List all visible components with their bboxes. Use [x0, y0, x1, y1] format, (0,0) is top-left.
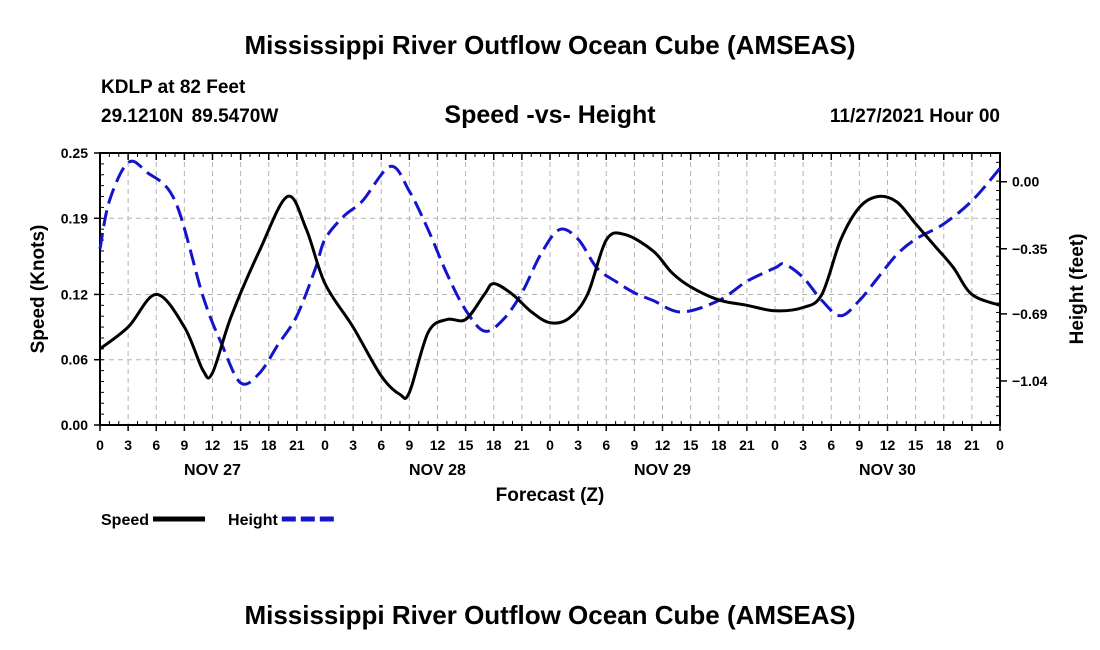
right-axis-tick-label: 0.00	[1012, 174, 1039, 190]
x-axis-tick-label: 6	[602, 437, 610, 453]
x-axis-tick-label: 21	[964, 437, 980, 453]
x-axis-tick-label: 18	[711, 437, 727, 453]
station-label: KDLP at 82 Feet	[101, 77, 246, 98]
x-axis-tick-label: 3	[349, 437, 357, 453]
x-axis-day-label: NOV 28	[409, 462, 466, 479]
right-axis-tick-label: −0.35	[1012, 241, 1048, 257]
x-axis-day-label: NOV 30	[859, 462, 916, 479]
left-axis-tick-label: 0.25	[61, 145, 88, 161]
x-axis-tick-label: 12	[880, 437, 896, 453]
plot-frame	[99, 152, 1001, 426]
x-axis-tick-label: 15	[458, 437, 474, 453]
x-axis-title: Forecast (Z)	[496, 485, 605, 506]
x-axis-day-label: NOV 29	[634, 462, 691, 479]
datetime-label: 11/27/2021 Hour 00	[829, 106, 1000, 127]
x-axis-tick-label: 3	[124, 437, 132, 453]
x-axis-tick-label: 15	[233, 437, 249, 453]
x-axis-tick-label: 6	[152, 437, 160, 453]
x-axis-tick-label: 12	[430, 437, 446, 453]
x-axis-tick-label: 12	[655, 437, 671, 453]
x-axis-tick-label: 0	[996, 437, 1004, 453]
x-axis-tick-label: 0	[771, 437, 779, 453]
x-axis-tick-label: 3	[799, 437, 807, 453]
right-axis-title: Height (feet)	[1067, 234, 1088, 345]
x-axis-day-label: NOV 27	[184, 462, 241, 479]
right-axis-tick-label: −1.04	[1012, 373, 1048, 389]
footer-title: Mississippi River Outflow Ocean Cube (AM…	[244, 600, 856, 630]
x-axis-tick-label: 3	[574, 437, 582, 453]
x-axis-tick-label: 9	[855, 437, 863, 453]
left-axis-title: Speed (Knots)	[28, 225, 49, 354]
left-axis-tick-label: 0.00	[61, 417, 88, 433]
x-axis-tick-label: 21	[289, 437, 305, 453]
x-axis-tick-label: 15	[683, 437, 699, 453]
left-axis-tick-label: 0.19	[61, 210, 88, 226]
right-axis-tick-label: −0.69	[1012, 306, 1048, 322]
x-axis-tick-label: 18	[486, 437, 502, 453]
x-axis-tick-label: 9	[630, 437, 638, 453]
x-axis-tick-label: 21	[739, 437, 755, 453]
x-axis-tick-label: 0	[321, 437, 329, 453]
x-axis-tick-label: 18	[936, 437, 952, 453]
x-axis-tick-label: 18	[261, 437, 277, 453]
x-axis-tick-label: 21	[514, 437, 530, 453]
legend-label-height: Height	[228, 512, 278, 529]
x-axis-tick-label: 12	[205, 437, 221, 453]
left-axis-tick-label: 0.12	[61, 286, 88, 302]
coordinates-label: 29.1210N 89.5470W	[101, 106, 279, 127]
legend-label-speed: Speed	[101, 512, 149, 529]
chart-subtitle: Speed -vs- Height	[444, 101, 656, 129]
series-line-height	[98, 159, 1002, 386]
left-axis-tick-label: 0.06	[61, 352, 88, 368]
x-axis-tick-label: 0	[546, 437, 554, 453]
x-axis-tick-label: 0	[96, 437, 104, 453]
x-axis-tick-label: 15	[908, 437, 924, 453]
x-axis-tick-label: 9	[405, 437, 413, 453]
chart-main-title: Mississippi River Outflow Ocean Cube (AM…	[244, 30, 856, 60]
x-axis-tick-label: 9	[180, 437, 188, 453]
x-axis-tick-label: 6	[827, 437, 835, 453]
x-axis-tick-label: 6	[377, 437, 385, 453]
series-line-speed	[99, 194, 1001, 400]
